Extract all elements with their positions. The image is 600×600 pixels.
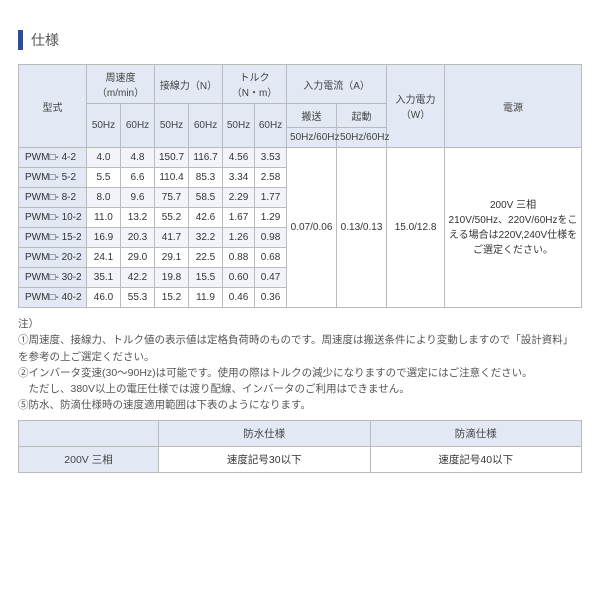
value-cell: 1.26 <box>223 228 255 248</box>
value-cell: 116.7 <box>189 148 223 168</box>
note-2b: ただし、380V以上の電圧仕様では渡り配線、インバータのご利用はできません。 <box>18 381 582 397</box>
model-cell: PWM□- 30-2 <box>19 268 87 288</box>
supply-cell: 200V 三相210V/50Hz、220V/60Hzをこえる場合は220V,24… <box>445 148 582 308</box>
note-5: ⑤防水、防滴仕様時の速度適用範囲は下表のようになります。 <box>18 397 582 413</box>
value-cell: 16.9 <box>87 228 121 248</box>
value-cell: 35.1 <box>87 268 121 288</box>
hz5060: 50Hz/60Hz <box>337 128 387 148</box>
startup-cell: 0.13/0.13 <box>337 148 387 308</box>
col-tangent: 接線力（N） <box>155 65 223 104</box>
spec-table: 型式 周速度（m/min） 接線力（N） トルク（N・m） 入力電流（A） 入力… <box>18 64 582 308</box>
value-cell: 11.0 <box>87 208 121 228</box>
hz50: 50Hz <box>87 104 121 148</box>
val-waterproof: 速度記号30以下 <box>159 446 371 472</box>
value-cell: 58.5 <box>189 188 223 208</box>
value-cell: 32.2 <box>189 228 223 248</box>
value-cell: 19.8 <box>155 268 189 288</box>
value-cell: 3.53 <box>255 148 287 168</box>
model-cell: PWM□- 5-2 <box>19 168 87 188</box>
value-cell: 42.2 <box>121 268 155 288</box>
hz5060: 50Hz/60Hz <box>287 128 337 148</box>
model-cell: PWM□- 4-2 <box>19 148 87 168</box>
section-title: 仕様 <box>18 30 582 50</box>
sub-convey: 搬送 <box>287 104 337 128</box>
model-cell: PWM□- 15-2 <box>19 228 87 248</box>
hz60: 60Hz <box>189 104 223 148</box>
model-cell: PWM□- 8-2 <box>19 188 87 208</box>
value-cell: 20.3 <box>121 228 155 248</box>
range-table: 防水仕様 防滴仕様 200V 三相 速度記号30以下 速度記号40以下 <box>18 420 582 473</box>
value-cell: 0.68 <box>255 248 287 268</box>
row-200v: 200V 三相 <box>19 446 159 472</box>
value-cell: 29.1 <box>155 248 189 268</box>
value-cell: 1.29 <box>255 208 287 228</box>
value-cell: 0.47 <box>255 268 287 288</box>
value-cell: 55.3 <box>121 288 155 308</box>
model-cell: PWM□- 40-2 <box>19 288 87 308</box>
value-cell: 1.67 <box>223 208 255 228</box>
hz50: 50Hz <box>155 104 189 148</box>
value-cell: 4.56 <box>223 148 255 168</box>
value-cell: 15.5 <box>189 268 223 288</box>
value-cell: 75.7 <box>155 188 189 208</box>
notes-head: 注） <box>18 316 582 332</box>
value-cell: 9.6 <box>121 188 155 208</box>
value-cell: 22.5 <box>189 248 223 268</box>
value-cell: 0.46 <box>223 288 255 308</box>
value-cell: 4.0 <box>87 148 121 168</box>
value-cell: 110.4 <box>155 168 189 188</box>
value-cell: 29.0 <box>121 248 155 268</box>
notes: 注） ①周速度、接線力、トルク値の表示値は定格負荷時のものです。周速度は搬送条件… <box>18 316 582 414</box>
value-cell: 13.2 <box>121 208 155 228</box>
power-cell: 15.0/12.8 <box>387 148 445 308</box>
hz50: 50Hz <box>223 104 255 148</box>
note-2: ②インバータ変速(30～90Hz)は可能です。使用の際はトルクの減少になりますの… <box>18 365 582 381</box>
value-cell: 5.5 <box>87 168 121 188</box>
value-cell: 4.8 <box>121 148 155 168</box>
value-cell: 1.77 <box>255 188 287 208</box>
value-cell: 41.7 <box>155 228 189 248</box>
value-cell: 3.34 <box>223 168 255 188</box>
value-cell: 24.1 <box>87 248 121 268</box>
value-cell: 8.0 <box>87 188 121 208</box>
value-cell: 6.6 <box>121 168 155 188</box>
value-cell: 0.88 <box>223 248 255 268</box>
value-cell: 11.9 <box>189 288 223 308</box>
value-cell: 0.36 <box>255 288 287 308</box>
value-cell: 42.6 <box>189 208 223 228</box>
val-dripproof: 速度記号40以下 <box>370 446 582 472</box>
col-speed: 周速度（m/min） <box>87 65 155 104</box>
model-cell: PWM□- 20-2 <box>19 248 87 268</box>
value-cell: 46.0 <box>87 288 121 308</box>
model-cell: PWM□- 10-2 <box>19 208 87 228</box>
col-waterproof: 防水仕様 <box>159 420 371 446</box>
hz60: 60Hz <box>255 104 287 148</box>
table-row: PWM□- 4-24.04.8150.7116.74.563.530.07/0.… <box>19 148 582 168</box>
col-dripproof: 防滴仕様 <box>370 420 582 446</box>
value-cell: 55.2 <box>155 208 189 228</box>
sub-startup: 起動 <box>337 104 387 128</box>
convey-cell: 0.07/0.06 <box>287 148 337 308</box>
col-power: 入力電力（W） <box>387 65 445 148</box>
blank-header <box>19 420 159 446</box>
value-cell: 2.29 <box>223 188 255 208</box>
value-cell: 85.3 <box>189 168 223 188</box>
col-torque: トルク（N・m） <box>223 65 287 104</box>
value-cell: 0.98 <box>255 228 287 248</box>
value-cell: 0.60 <box>223 268 255 288</box>
col-supply: 電源 <box>445 65 582 148</box>
col-current: 入力電流（A） <box>287 65 387 104</box>
note-1: ①周速度、接線力、トルク値の表示値は定格負荷時のものです。周速度は搬送条件により… <box>18 332 582 365</box>
value-cell: 150.7 <box>155 148 189 168</box>
hz60: 60Hz <box>121 104 155 148</box>
value-cell: 15.2 <box>155 288 189 308</box>
col-model: 型式 <box>19 65 87 148</box>
value-cell: 2.58 <box>255 168 287 188</box>
